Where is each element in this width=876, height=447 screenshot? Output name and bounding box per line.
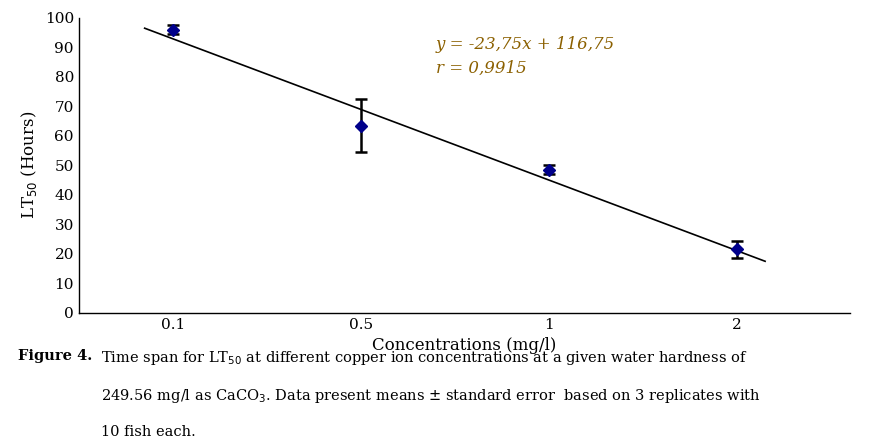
Text: y = -23,75x + 116,75: y = -23,75x + 116,75 bbox=[436, 36, 615, 53]
X-axis label: Concentrations (mg/l): Concentrations (mg/l) bbox=[372, 337, 556, 354]
Text: Time span for LT$_{50}$ at different copper ion concentrations at a given water : Time span for LT$_{50}$ at different cop… bbox=[101, 349, 747, 367]
Text: Figure 4.: Figure 4. bbox=[18, 349, 92, 363]
Text: 10 fish each.: 10 fish each. bbox=[101, 425, 195, 439]
Y-axis label: LT$_{50}$ (Hours): LT$_{50}$ (Hours) bbox=[19, 111, 39, 219]
Text: 249.56 mg/l as CaCO$_3$. Data present means $\pm$ standard error  based on 3 rep: 249.56 mg/l as CaCO$_3$. Data present me… bbox=[101, 387, 760, 405]
Text: r = 0,9915: r = 0,9915 bbox=[436, 59, 526, 76]
